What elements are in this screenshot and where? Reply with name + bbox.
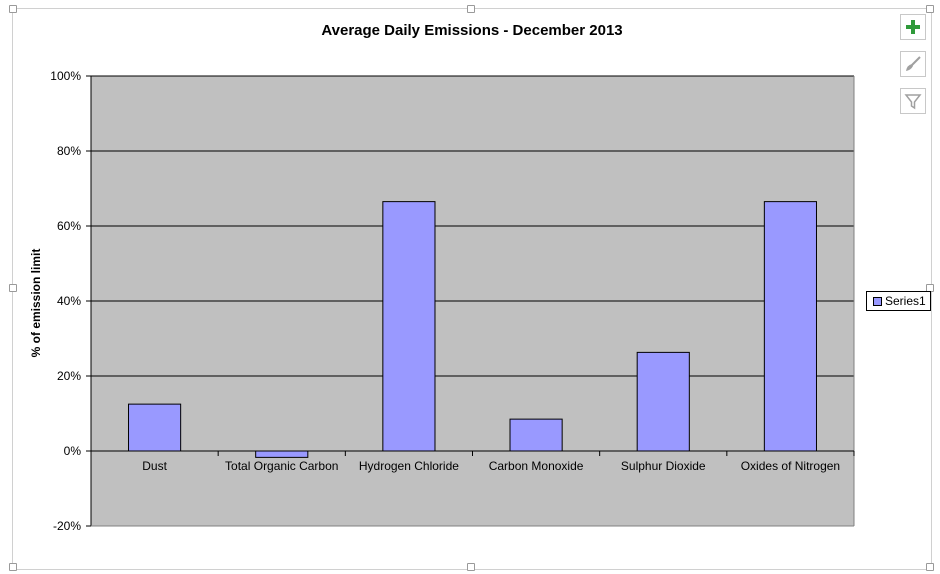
legend-entry-label: Series1 — [885, 294, 926, 308]
resize-handle-top-right[interactable] — [926, 5, 934, 13]
chart-title: Average Daily Emissions - December 2013 — [321, 22, 623, 39]
x-tick-label: Sulphur Dioxide — [621, 459, 706, 473]
chart-styles-button[interactable] — [900, 51, 926, 77]
y-tick-label: 80% — [57, 144, 81, 158]
x-tick-label: Total Organic Carbon — [225, 459, 338, 473]
x-tick-label: Carbon Monoxide — [489, 459, 584, 473]
x-tick-label: Dust — [142, 459, 167, 473]
bar[interactable] — [636, 351, 690, 452]
y-tick-label: 20% — [57, 369, 81, 383]
y-tick-label: 60% — [57, 219, 81, 233]
bar[interactable] — [128, 403, 182, 452]
bar[interactable] — [509, 418, 563, 452]
y-tick-label: -20% — [53, 519, 81, 533]
x-tick-label: Hydrogen Chloride — [359, 459, 459, 473]
resize-handle-bottom-left[interactable] — [9, 563, 17, 571]
plus-icon — [906, 20, 920, 34]
y-axis-label: % of emission limit — [29, 249, 43, 358]
resize-handle-bottom-middle[interactable] — [467, 563, 475, 571]
y-tick-label: 0% — [64, 444, 82, 458]
legend-swatch — [873, 296, 882, 306]
chart-legend[interactable]: Series1 — [866, 291, 931, 311]
bar[interactable] — [382, 201, 436, 452]
filter-icon — [904, 94, 922, 110]
bar[interactable] — [763, 201, 817, 452]
bar[interactable] — [255, 450, 309, 458]
brush-icon — [906, 56, 921, 71]
resize-handle-top-middle[interactable] — [467, 5, 475, 13]
resize-handle-top-left[interactable] — [9, 5, 17, 13]
resize-handle-middle-left[interactable] — [9, 284, 17, 292]
x-tick-label: Oxides of Nitrogen — [741, 459, 840, 473]
y-tick-label: 40% — [57, 294, 81, 308]
resize-handle-bottom-right[interactable] — [926, 563, 934, 571]
y-tick-label: 100% — [50, 69, 81, 83]
chart-elements-button[interactable] — [900, 14, 926, 40]
chart-filters-button[interactable] — [900, 88, 926, 114]
